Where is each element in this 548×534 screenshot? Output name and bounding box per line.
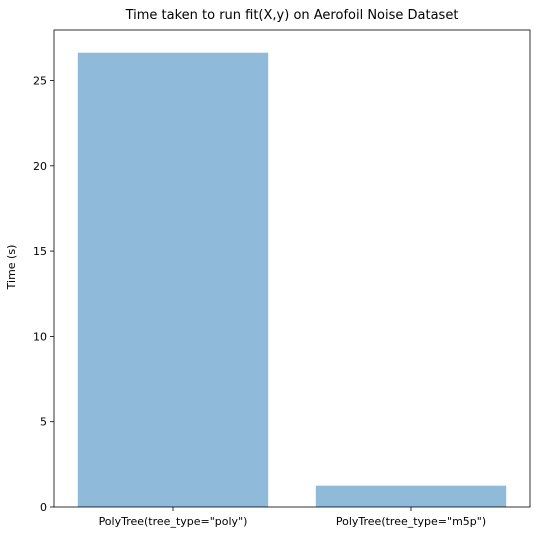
y-tick-label: 15 (33, 245, 47, 258)
bar-0 (77, 52, 269, 508)
bar-1 (315, 485, 507, 507)
y-tick-label: 0 (40, 501, 47, 514)
y-tick-label: 25 (33, 74, 47, 87)
bars (77, 52, 507, 508)
x-axis-ticks: PolyTree(tree_type="poly") PolyTree(tree_… (99, 507, 486, 528)
x-tick-label: PolyTree(tree_type="poly") (99, 515, 248, 528)
chart-title: Time taken to run fit(X,y) on Aerofoil N… (125, 8, 459, 23)
x-tick-label: PolyTree(tree_type="m5p") (336, 515, 486, 528)
y-tick-label: 5 (40, 416, 47, 429)
y-tick-label: 20 (33, 160, 47, 173)
y-axis-ticks: 0 5 10 15 20 25 (33, 74, 54, 514)
y-tick-label: 10 (33, 330, 47, 343)
y-axis-label: Time (s) (5, 245, 18, 291)
plot-frame (53, 29, 531, 508)
